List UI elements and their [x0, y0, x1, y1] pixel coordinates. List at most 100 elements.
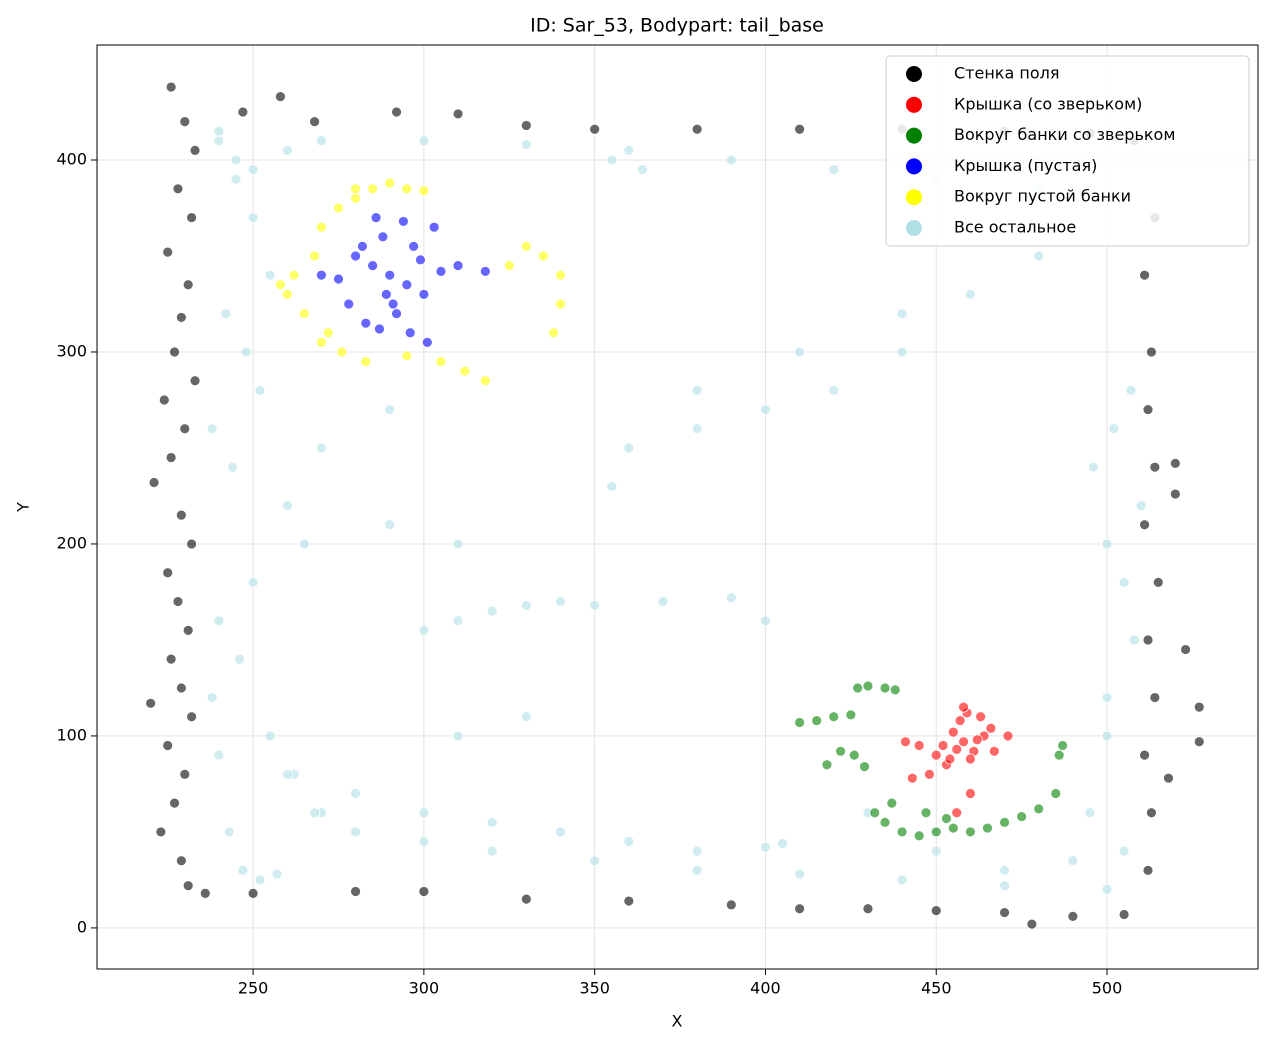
point [691, 123, 703, 135]
point [148, 477, 160, 488]
point [848, 749, 860, 761]
point [637, 164, 648, 175]
point [862, 903, 874, 915]
point [623, 836, 635, 847]
point [930, 749, 942, 761]
point [555, 269, 566, 281]
point [333, 273, 344, 285]
point [1149, 692, 1161, 703]
point [336, 346, 348, 358]
point [879, 816, 891, 828]
point [958, 736, 969, 748]
point [404, 327, 416, 339]
point [975, 711, 987, 723]
point [906, 772, 918, 784]
point [930, 826, 942, 838]
point [391, 308, 402, 319]
point [247, 164, 259, 175]
point [435, 265, 447, 277]
point [165, 653, 177, 665]
point [418, 185, 430, 197]
point [264, 730, 276, 742]
point [1193, 701, 1205, 713]
point [555, 596, 566, 607]
plot-frame [96, 44, 1259, 970]
point [828, 164, 840, 175]
point [479, 265, 491, 277]
point [254, 874, 266, 886]
point [486, 816, 498, 828]
point [1169, 457, 1181, 469]
point [886, 797, 898, 809]
point [1135, 500, 1147, 511]
point [175, 312, 187, 323]
point [1050, 788, 1062, 799]
point [725, 899, 737, 911]
point [350, 183, 361, 195]
point [924, 768, 935, 780]
point [589, 123, 601, 135]
point [213, 125, 225, 137]
point [240, 346, 252, 358]
point [913, 830, 925, 842]
point [158, 394, 170, 406]
point [155, 826, 167, 838]
point [964, 826, 976, 838]
point [913, 740, 925, 751]
point [1139, 749, 1150, 761]
point [384, 177, 396, 189]
point [418, 886, 430, 897]
point [237, 864, 249, 876]
point [281, 500, 293, 511]
point [175, 509, 187, 521]
point [999, 880, 1010, 892]
legend-label: Вокруг банки со зверьком [954, 125, 1175, 144]
point [937, 740, 949, 751]
point [889, 684, 901, 696]
point [350, 826, 361, 838]
point [828, 384, 840, 396]
point [220, 308, 232, 319]
point [370, 212, 382, 223]
point [384, 269, 396, 281]
point [288, 269, 300, 281]
point [951, 807, 963, 819]
point [1084, 807, 1096, 819]
point [165, 452, 177, 463]
point [944, 753, 956, 765]
point [1067, 855, 1079, 867]
point [1016, 811, 1028, 822]
point [316, 269, 327, 281]
point [1152, 576, 1164, 588]
point [316, 135, 327, 147]
point [1033, 803, 1045, 815]
point [418, 807, 430, 819]
x-tick-label: 250 [238, 979, 269, 998]
point [1163, 772, 1174, 784]
point [896, 346, 908, 358]
point [958, 701, 969, 713]
point [760, 841, 771, 853]
point [589, 855, 601, 867]
y-tick-label: 0 [77, 917, 87, 936]
point [1125, 384, 1137, 396]
point [811, 715, 823, 726]
point [691, 864, 703, 876]
point [985, 722, 997, 734]
point [175, 855, 187, 867]
point [418, 288, 430, 300]
legend-marker [906, 96, 922, 113]
x-tick-label: 400 [750, 979, 781, 998]
y-tick-label: 400 [56, 149, 87, 168]
point [213, 135, 225, 147]
point [760, 404, 771, 415]
point [1142, 634, 1154, 646]
x-tick-label: 500 [1092, 979, 1123, 998]
point [377, 231, 389, 243]
point [520, 139, 532, 151]
point [520, 599, 532, 611]
point [281, 288, 293, 300]
x-tick-label: 300 [409, 979, 440, 998]
point [367, 183, 379, 195]
point [213, 615, 225, 627]
